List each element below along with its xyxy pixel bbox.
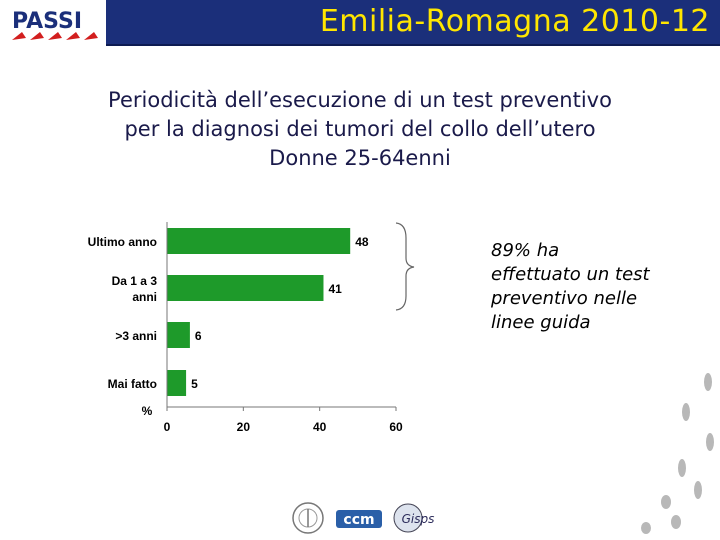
footprint-icon (704, 373, 712, 391)
footprint-icon (706, 433, 714, 451)
category-label: >3 anni (115, 329, 157, 343)
passi-logo-graphic: PASSI (12, 9, 98, 40)
x-axis-label: % (142, 404, 153, 418)
footprint-icon (694, 481, 702, 499)
bar (167, 322, 190, 348)
subtitle-line-3: Donne 25-64enni (269, 146, 451, 170)
svg-text:Gisps: Gisps (402, 512, 435, 526)
header: PASSI Emilia-Romagna 2010-12 (0, 0, 720, 46)
passi-logo: PASSI (0, 0, 104, 46)
institute-seal-logo (292, 502, 324, 534)
chart-value-labels: 48 41 6 5 (191, 235, 369, 391)
annotation-note: 89% ha effettuato un test preventivo nel… (491, 239, 691, 335)
category-label: Da 1 a 3 (112, 274, 158, 288)
footprint-icon (641, 522, 651, 534)
category-label: Ultimo anno (88, 235, 157, 249)
footprint-icon (682, 403, 690, 421)
brace-icon (395, 222, 415, 311)
x-tick-label: 0 (164, 420, 171, 434)
chart-x-axis: 0 20 40 60% (142, 222, 403, 434)
chart-bars (167, 228, 351, 396)
note-line-4: linee guida (491, 312, 591, 333)
chart-subtitle: Periodicità dell’esecuzione di un test p… (40, 86, 680, 173)
partner-logos: ccm Gisps (292, 502, 435, 534)
bar (167, 228, 351, 254)
note-line-1: 89% ha (491, 240, 560, 261)
footprint-icon (661, 495, 671, 509)
subtitle-line-2: per la diagnosi dei tumori del collo del… (124, 117, 596, 141)
footprint-icon (678, 459, 686, 477)
bar (167, 370, 187, 396)
category-label: anni (132, 290, 157, 304)
footprint-icon (671, 515, 681, 529)
title-bar: Emilia-Romagna 2010-12 (106, 0, 720, 46)
x-tick-label: 20 (237, 420, 251, 434)
bar (167, 275, 324, 301)
bar-value-label: 41 (328, 282, 342, 296)
note-line-3: preventivo nelle (491, 288, 638, 309)
passi-logo-text: PASSI (12, 9, 82, 34)
subtitle-line-1: Periodicità dell’esecuzione di un test p… (108, 88, 612, 112)
bar-value-label: 48 (355, 235, 369, 249)
page-title: Emilia-Romagna 2010-12 (319, 4, 710, 39)
ccm-logo: ccm (336, 510, 382, 528)
note-line-2: effettuato un test (491, 264, 650, 285)
category-label: Mai fatto (108, 377, 157, 391)
gisps-logo: Gisps (393, 503, 435, 533)
bar-value-label: 5 (191, 377, 198, 391)
footprints-icon (12, 32, 98, 40)
chart-category-labels: Ultimo anno Da 1 a 3 anni >3 anni Mai fatto (88, 235, 158, 391)
svg-text:ccm: ccm (343, 512, 374, 528)
x-tick-label: 40 (313, 420, 327, 434)
bar-value-label: 6 (195, 329, 202, 343)
x-tick-label: 60 (389, 420, 403, 434)
footprints-decoration (641, 373, 714, 534)
